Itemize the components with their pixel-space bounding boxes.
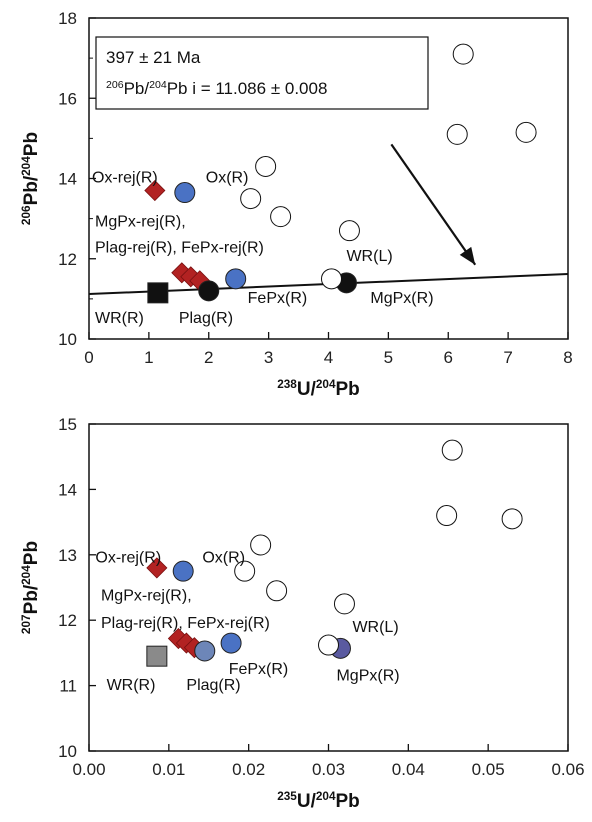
open-circle-point-13 [338,220,360,242]
x-tick-label: 0.00 [72,760,105,779]
y-tick-label: 11 [59,677,77,696]
open-circle-point-16 [446,123,468,145]
y-tick-label: 18 [58,9,77,28]
y-axis-title: 206Pb/204Pb [20,132,42,225]
point-label: MgPx-rej(R), [101,588,192,605]
circle-point-8 [198,280,220,302]
x-tick-label: 0.03 [312,760,345,779]
y-tick-label: 14 [58,170,77,189]
point-label: WR(L) [346,248,392,265]
x-tick-label: 5 [384,348,393,367]
diamond-point-1 [146,557,168,579]
circle-point-2 [172,560,194,582]
open-circle-point-15 [452,43,474,65]
y-tick-label: 12 [58,250,77,269]
point-label: Ox(R) [206,170,249,187]
point-label: MgPx(R) [336,667,399,684]
chart-panel-2: 0.00 0.01 0.02 0.03 0.04 0.05 0.06 10 11 12 13 14 15… [20,415,585,812]
square-point-7 [147,282,169,304]
x-tick-label: 0.01 [152,760,185,779]
y-tick-label: 14 [58,480,77,499]
point-label: MgPx-rej(R), [95,214,186,231]
x-tick-label: 4 [324,348,333,367]
x-tick-label: 0.06 [551,760,584,779]
circle-point-7 [220,632,242,654]
point-label: FePx(R) [248,290,308,307]
x-tick-label: 7 [503,348,512,367]
open-circle-point-15 [441,439,463,461]
open-circle-point-13 [333,593,355,615]
x-tick-label: 1 [144,348,153,367]
point-label: Plag-rej(R), FePx-rej(R) [101,615,270,632]
y-tick-label: 10 [58,330,77,349]
chart-panel-1: 0 1 2 3 4 5 6 7 81012141618238U/204Pb206Pb/204Pb… [20,9,573,400]
x-tick-label: 0.02 [232,760,265,779]
x-axis-title: 238U/204Pb [277,378,360,400]
open-circle-point-17 [501,508,523,530]
open-circle-point-14 [318,634,339,656]
y-tick-label: 16 [58,89,77,108]
point-label: FePx(R) [229,661,289,678]
open-circle-point-11 [234,560,256,582]
diamond-point-1 [144,179,166,202]
point-label: Plag-rej(R), FePx-rej(R) [95,240,264,257]
age-annotation-box: 397 ± 21 Ma 206Pb/204Pb i = 11.086 ± 0.00… [95,36,429,110]
point-label: Plag(R) [179,310,233,327]
x-tick-label: 2 [204,348,213,367]
x-tick-label: 8 [563,348,572,367]
x-axis-title: 235U/204Pb [277,790,360,812]
point-label: WR(R) [107,677,156,694]
circle-point-6 [225,268,247,290]
circle-point-6 [194,640,216,662]
y-tick-label: 15 [58,415,77,434]
y-tick-label: 12 [58,611,77,630]
x-tick-label: 3 [264,348,273,367]
initial-ratio-text: 206Pb/204Pb i = 11.086 ± 0.008 [106,79,327,98]
x-tick-label: 0.04 [392,760,425,779]
point-label: Plag(R) [186,677,240,694]
point-label: WR(L) [352,619,398,636]
point-label: WR(R) [95,310,144,327]
circle-point-2 [174,182,196,204]
x-tick-label: 0.05 [472,760,505,779]
y-tick-label: 13 [58,546,77,565]
point-label: Ox(R) [202,550,245,567]
x-tick-label: 0 [84,348,93,367]
open-circle-point-14 [320,268,342,290]
open-circle-point-10 [250,534,272,556]
open-circle-point-11 [240,188,262,210]
open-circle-point-12 [270,206,292,228]
point-label: MgPx(R) [370,290,433,307]
x-tick-label: 6 [444,348,453,367]
square-point-8 [146,645,168,667]
trend-arrow [390,143,477,266]
open-circle-point-10 [255,155,277,177]
open-circle-point-17 [515,121,537,143]
age-text: 397 ± 21 Ma [106,48,201,67]
y-axis-title: 207Pb/204Pb [20,541,42,634]
point-label: Ox-rej(R) [95,550,161,567]
y-tick-label: 10 [58,742,77,761]
open-circle-point-12 [266,580,288,602]
point-label: Ox-rej(R) [92,170,158,187]
open-circle-point-16 [436,505,458,527]
